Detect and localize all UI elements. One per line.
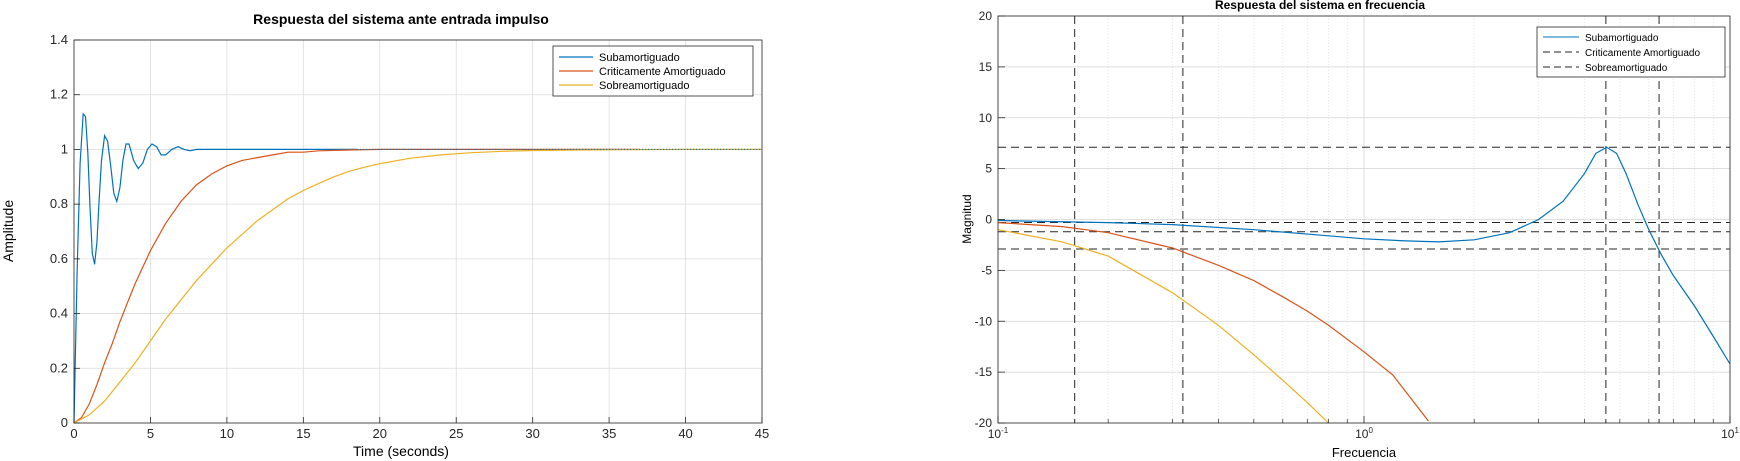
frequency-y-tick-label: 10 [979, 111, 993, 125]
impulse-legend: Subamortiguado Criticamente Amortiguado So… [552, 45, 754, 97]
frequency-xlabel: Frecuencia [1332, 445, 1397, 460]
frequency-title: Respuesta del sistema en frecuencia [1215, 0, 1425, 12]
frequency-x-tick-label: 10-1 [988, 426, 1009, 441]
frequency-y-tick-label: -15 [975, 365, 993, 379]
frequency-series [998, 146, 1730, 423]
frequency-x-tick-label: 100 [1355, 426, 1373, 441]
frequency-series-clip [998, 146, 1730, 423]
frequency-legend-label: Sobreamortiguado [1585, 63, 1668, 74]
impulse-legend-label: Subamortiguado [599, 52, 680, 64]
impulse-y-tick-label: 0 [61, 415, 68, 430]
impulse-x-tick-label: 15 [296, 426, 310, 441]
impulse-title: Respuesta del sistema ante entrada impul… [253, 11, 549, 27]
impulse-ticks: 0 5 10 15 20 25 30 35 40 45 0 0.2 0.4 0.6 0.8 1 1.2 1.4 [50, 32, 769, 441]
impulse-xlabel: Time (seconds) [353, 443, 449, 459]
impulse-x-tick-label: 45 [755, 426, 769, 441]
impulse-x-tick-label: 30 [525, 426, 539, 441]
impulse-x-tick-label: 10 [220, 426, 234, 441]
impulse-chart: 0 5 10 15 20 25 30 35 40 45 0 0.2 0.4 0.6 0.8 1 1.2 1.4 R… [0, 11, 769, 459]
frequency-x-tick-label: 101 [1721, 426, 1739, 441]
impulse-legend-label: Sobreamortiguado [599, 80, 690, 92]
impulse-y-tick-label: 0.8 [50, 196, 68, 211]
impulse-legend-label: Criticamente Amortiguado [599, 66, 726, 78]
frequency-series-line-0 [998, 146, 1730, 365]
impulse-x-tick-label: 5 [147, 426, 154, 441]
frequency-legend-label: Criticamente Amortiguado [1585, 48, 1700, 59]
impulse-ylabel: Amplitude [0, 200, 16, 262]
frequency-y-tick-label: -5 [981, 263, 992, 277]
impulse-x-tick-label: 25 [449, 426, 463, 441]
frequency-legend: Subamortiguado Criticamente Amortiguado So… [1536, 26, 1726, 78]
impulse-y-tick-label: 1 [61, 141, 68, 156]
frequency-y-tick-label: -20 [975, 416, 993, 430]
frequency-y-tick-label: 5 [985, 162, 992, 176]
impulse-y-tick-label: 1.2 [50, 87, 68, 102]
impulse-series-line-1 [73, 148, 640, 424]
frequency-y-tick-label: -10 [975, 314, 993, 328]
impulse-x-tick-label: 40 [678, 426, 692, 441]
impulse-x-tick-label: 0 [70, 426, 77, 441]
impulse-y-tick-label: 0.2 [50, 360, 68, 375]
frequency-series-line-2 [998, 229, 1329, 423]
frequency-ylabel: Magnitud [960, 194, 974, 243]
frequency-series-line-1 [998, 222, 1429, 422]
frequency-chart: 10-1 100 101 -20 -15 -10 -5 0 5 10 15 20 Respuesta … [960, 0, 1739, 460]
impulse-plot-area [74, 40, 762, 423]
frequency-legend-label: Subamortiguado [1585, 33, 1659, 44]
impulse-x-tick-label: 20 [373, 426, 387, 441]
impulse-x-tick-label: 35 [602, 426, 616, 441]
impulse-y-tick-label: 0.6 [50, 251, 68, 266]
frequency-y-tick-label: 15 [979, 60, 993, 74]
frequency-ticks: 10-1 100 101 -20 -15 -10 -5 0 5 10 15 20 [975, 9, 1740, 441]
frequency-y-tick-label: 0 [985, 213, 992, 227]
impulse-series-line-0 [73, 112, 357, 424]
impulse-y-tick-label: 1.4 [50, 32, 68, 47]
impulse-series [73, 112, 762, 424]
impulse-series-line-2 [73, 148, 762, 424]
impulse-axes-box [73, 39, 763, 424]
impulse-y-tick-label: 0.4 [50, 306, 68, 321]
frequency-y-tick-label: 20 [979, 9, 993, 23]
